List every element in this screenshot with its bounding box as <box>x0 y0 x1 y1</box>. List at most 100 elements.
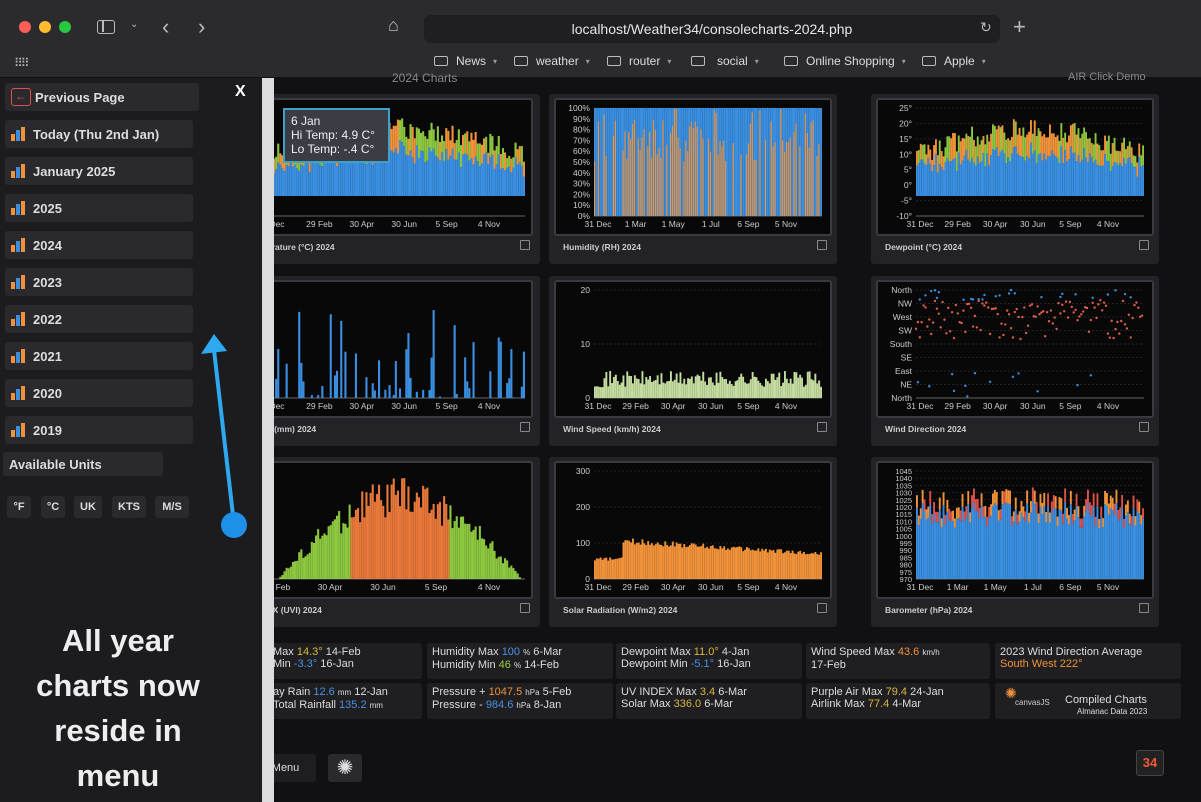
chevron-down-icon[interactable]: ⌄ <box>130 19 139 30</box>
bar-mark <box>1001 491 1004 505</box>
scatter-point <box>988 380 992 384</box>
menu-item[interactable]: Today (Thu 2nd Jan) <box>5 120 193 148</box>
unit-button[interactable]: UK <box>74 496 102 518</box>
minimize-window-button[interactable] <box>39 21 51 33</box>
bookmark-router[interactable]: router ▾ <box>607 54 671 68</box>
previous-page-button[interactable]: ← Previous Page <box>5 83 199 111</box>
unit-button[interactable]: °F <box>7 496 31 518</box>
fullscreen-icon[interactable] <box>817 603 827 613</box>
chart-svg: 25°20°15°10°5°0°-5°-10°31 Dec 29 Feb 30 Ap… <box>896 103 1144 229</box>
reload-icon[interactable]: ↻ <box>980 19 992 35</box>
bar-mark <box>1098 519 1101 529</box>
chart-canvas[interactable]: 20 10 0 31 Dec 29 Feb 30 Apr 30 Jun 5 Sep 4 Nov <box>554 280 832 418</box>
forward-icon[interactable]: › <box>198 14 206 39</box>
bookmark-apple[interactable]: Apple ▾ <box>922 54 986 68</box>
bar-mark <box>959 164 962 196</box>
chart-canvas[interactable]: 100% 90% 80% 70% 60% 50% 40% 30% 20% 10% 0% 31 Dec 1… <box>554 98 832 236</box>
bar-mark <box>692 128 694 216</box>
y-tick-label: 1040 <box>895 474 912 483</box>
menu-item[interactable]: 2023 <box>5 268 193 296</box>
x-tick-label: 4 Nov <box>775 401 798 411</box>
bar-mark <box>411 126 414 158</box>
scatter-point <box>1013 292 1016 295</box>
unit-button[interactable]: KTS <box>112 496 146 518</box>
fullscreen-icon[interactable] <box>1139 240 1149 250</box>
theme-toggle-button[interactable]: ✺ <box>328 754 362 782</box>
bar-mark <box>342 523 345 579</box>
scatter-point <box>1059 312 1062 315</box>
chart-canvas[interactable]: 1045 1040 1035 1030 1025 1020 1015 1010 1005 1000… <box>876 461 1154 599</box>
bar-mark <box>472 139 475 165</box>
bar-mark <box>694 121 696 216</box>
pressure-stats: Pressure + 1047.5 hPa 5-Feb Pressure - 9… <box>427 683 613 719</box>
fullscreen-icon[interactable] <box>1139 422 1149 432</box>
bar-mark <box>609 108 612 216</box>
y-tick-label: 970 <box>899 575 912 584</box>
bar-mark <box>428 147 431 196</box>
zoom-window-button[interactable] <box>59 21 71 33</box>
close-menu-button[interactable]: X <box>235 83 246 101</box>
scatter-point <box>979 328 982 332</box>
chart-canvas[interactable]: Dec 29 Feb 30 Apr 30 Jun 5 Sep 4 Nov <box>267 280 533 418</box>
weather34-badge[interactable]: 34 <box>1136 750 1164 776</box>
bar-mark <box>954 518 956 528</box>
menu-item[interactable]: 2021 <box>5 342 193 370</box>
bar-mark <box>715 113 717 216</box>
bar-mark <box>784 151 786 216</box>
bookmark-news[interactable]: News ▾ <box>434 54 497 68</box>
bar-mark <box>728 108 731 216</box>
fullscreen-icon[interactable] <box>520 603 530 613</box>
new-tab-icon[interactable]: + <box>1013 14 1026 39</box>
bar-mark <box>757 380 760 398</box>
back-icon[interactable]: ‹ <box>162 14 170 39</box>
x-tick-label: 1 May <box>662 219 686 229</box>
close-window-button[interactable] <box>19 21 31 33</box>
stat-label: UV INDEX Max <box>621 686 697 698</box>
menu-item[interactable]: 2024 <box>5 231 193 259</box>
chart-canvas[interactable]: North NW West SW South SE East NE North 31 Dec 29 … <box>876 280 1154 418</box>
menu-item[interactable]: 2025 <box>5 194 193 222</box>
scatter-point <box>1000 322 1003 325</box>
fullscreen-icon[interactable] <box>817 422 827 432</box>
bar-mark <box>961 493 964 507</box>
bar-mark <box>1035 135 1038 163</box>
bar-mark <box>1050 501 1053 514</box>
bar-mark <box>931 159 934 172</box>
bar-mark <box>462 154 465 196</box>
fullscreen-icon[interactable] <box>1139 603 1149 613</box>
page-header-right[interactable]: AIR Click Demo <box>1068 71 1146 83</box>
fullscreen-icon[interactable] <box>817 240 827 250</box>
unit-button[interactable]: M/S <box>155 496 189 518</box>
menu-item[interactable]: 2022 <box>5 305 193 333</box>
unit-button[interactable]: °C <box>41 496 65 518</box>
bar-mark <box>963 521 966 579</box>
bar-mark <box>384 517 387 579</box>
scatter-point <box>1036 305 1039 308</box>
grid-icon[interactable]: ⠿⠿ <box>14 56 30 70</box>
fullscreen-icon[interactable] <box>520 422 530 432</box>
bar-mark <box>1035 513 1038 579</box>
bar-mark <box>812 120 814 216</box>
menu-item[interactable]: 2020 <box>5 379 193 407</box>
bar-mark <box>747 143 750 216</box>
bookmark-weather[interactable]: weather ▾ <box>514 54 590 68</box>
menu-item[interactable]: 2019 <box>5 416 193 444</box>
home-icon[interactable]: ⌂ <box>388 15 399 35</box>
bar-mark <box>679 543 682 579</box>
bar-mark <box>643 384 646 398</box>
chart-canvas[interactable]: 300 200 100 0 31 Dec 29 Feb 30 Apr 30 Jun 5 Sep 4… <box>554 461 832 599</box>
chart-canvas[interactable]: 25° 20° 15° 10° 5° 0° -5° -10° 31 Dec 29 Feb 30 Ap… <box>876 98 1154 236</box>
bookmark-social[interactable]: social ▾ <box>691 54 759 68</box>
bar-mark <box>1022 506 1025 518</box>
bookmark-online-shopping[interactable]: Online Shopping ▾ <box>784 54 906 68</box>
menu-scrollbar[interactable] <box>262 78 274 802</box>
menu-item[interactable]: January 2025 <box>5 157 193 185</box>
sidebar-toggle-icon[interactable] <box>97 20 115 34</box>
scatter-point <box>1127 313 1130 316</box>
bar-mark <box>639 150 641 216</box>
address-bar[interactable]: localhost/Weather34/consolecharts-2024.p… <box>424 15 1000 43</box>
scatter-point <box>1091 296 1094 300</box>
fullscreen-icon[interactable] <box>520 240 530 250</box>
